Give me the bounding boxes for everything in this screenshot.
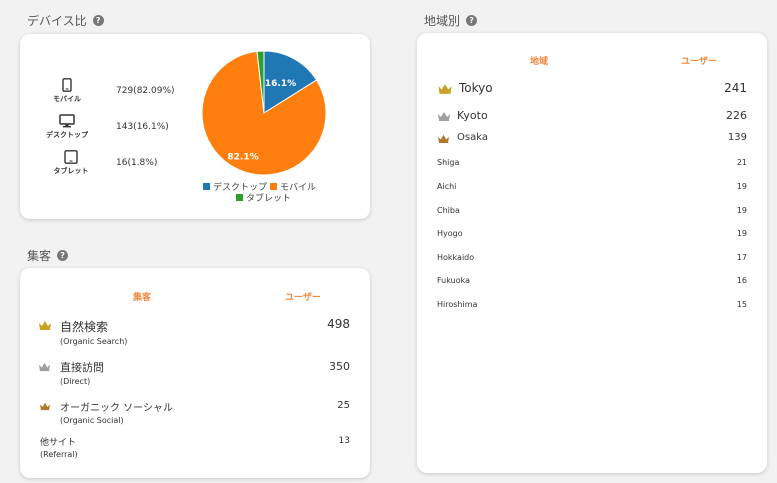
gold-crown-icon xyxy=(39,321,51,330)
region-name: Aichi xyxy=(437,182,457,191)
silver-crown-icon xyxy=(438,112,450,121)
device-row-tablet: タブレット xyxy=(20,150,122,176)
channel-name: 他サイト xyxy=(40,438,77,448)
table-row: 自然検索 (Organic Search) xyxy=(60,318,127,346)
pie-slice-desktop xyxy=(263,50,318,114)
device-label: デスクトップ xyxy=(46,131,88,139)
channel-users: 350 xyxy=(329,360,350,373)
device-pie-chart: 16.1% 82.1% xyxy=(201,50,327,176)
channel-name: 直接訪問 xyxy=(60,361,104,374)
column-header-users: ユーザー xyxy=(681,57,717,67)
bronze-crown-icon xyxy=(438,134,449,143)
legend-item-desktop: デスクトップ xyxy=(203,180,267,193)
device-label: モバイル xyxy=(53,95,81,103)
legend-swatch xyxy=(236,194,243,201)
device-value-mobile: 729(82.09%) xyxy=(116,86,175,96)
device-row-mobile: モバイル xyxy=(37,78,97,104)
pie-label-mobile: 82.1% xyxy=(227,153,258,163)
column-header-users: ユーザー xyxy=(285,293,321,303)
table-row: オーガニック ソーシャル (Organic Social) xyxy=(60,399,173,425)
region-users: 241 xyxy=(724,81,747,95)
legend-swatch xyxy=(270,183,277,190)
help-icon[interactable]: ? xyxy=(92,15,104,26)
channel-subname: (Organic Social) xyxy=(60,416,124,425)
region-users: 15 xyxy=(736,300,747,309)
mobile-icon xyxy=(62,78,72,92)
table-row: 直接訪問 (Direct) xyxy=(60,359,104,386)
region-users: 19 xyxy=(736,229,747,238)
channel-users: 13 xyxy=(338,436,350,446)
region-users: 226 xyxy=(726,109,747,122)
pie-slice-mobile xyxy=(201,50,327,176)
legend-item-mobile: モバイル xyxy=(270,180,316,193)
device-title: デバイス比 xyxy=(27,14,87,28)
region-name: Tokyo xyxy=(459,81,493,95)
legend-item-tablet: タブレット xyxy=(236,191,291,204)
device-value-desktop: 143(16.1%) xyxy=(116,122,169,132)
region-name: Hiroshima xyxy=(437,300,478,309)
legend-label: タブレット xyxy=(246,194,292,204)
device-section-title: デバイス比 ? xyxy=(27,12,104,29)
acquisition-card: 集客 ユーザー 自然検索 (Organic Search) 498 直接訪問 (… xyxy=(20,268,370,478)
region-section-title: 地域別 ? xyxy=(424,12,478,29)
device-card: モバイル 729(82.09%) デスクトップ 143(16.1%) タブレット… xyxy=(20,34,370,219)
region-users: 19 xyxy=(736,206,747,215)
bronze-crown-icon xyxy=(40,402,50,411)
pie-label-desktop: 16.1% xyxy=(265,79,296,89)
device-label: タブレット xyxy=(53,167,89,175)
silver-crown-icon xyxy=(39,362,50,372)
acquisition-section-title: 集客 ? xyxy=(27,247,69,264)
region-users: 16 xyxy=(736,276,747,285)
region-name: Hyogo xyxy=(437,229,463,238)
legend-label: モバイル xyxy=(280,183,317,193)
region-users: 17 xyxy=(736,253,747,262)
pie-slice-tablet xyxy=(256,50,265,114)
channel-name: 自然検索 xyxy=(60,320,109,334)
region-users: 21 xyxy=(736,158,747,167)
legend-label: デスクトップ xyxy=(213,183,268,193)
channel-name: オーガニック ソーシャル xyxy=(60,403,173,414)
channel-subname: (Referral) xyxy=(40,450,78,459)
channel-users: 498 xyxy=(327,317,350,331)
region-users: 139 xyxy=(727,132,747,143)
column-header-region: 地域 xyxy=(530,57,549,67)
acquisition-title: 集客 xyxy=(27,249,52,263)
column-header-channel: 集客 xyxy=(133,293,152,303)
region-name: Chiba xyxy=(437,206,460,215)
help-icon[interactable]: ? xyxy=(466,15,478,26)
help-icon[interactable]: ? xyxy=(57,250,69,261)
region-name: Shiga xyxy=(437,158,460,167)
region-name: Hokkaido xyxy=(437,253,475,262)
device-row-desktop: デスクトップ xyxy=(20,114,114,140)
device-value-tablet: 16(1.8%) xyxy=(116,158,158,168)
region-card: 地域 ユーザー Tokyo 241 Kyoto 226 Osaka 139 Sh… xyxy=(417,33,767,473)
channel-users: 25 xyxy=(337,400,350,411)
channel-subname: (Organic Search) xyxy=(60,337,128,346)
desktop-icon xyxy=(59,114,75,128)
gold-crown-icon xyxy=(438,84,452,94)
legend-swatch xyxy=(203,183,210,190)
region-name: Fukuoka xyxy=(437,276,470,285)
channel-subname: (Direct) xyxy=(60,377,91,386)
region-name: Osaka xyxy=(457,132,488,143)
table-row: Osaka 139 xyxy=(417,129,767,143)
region-title: 地域別 xyxy=(424,14,461,28)
table-row: 他サイト (Referral) xyxy=(40,435,78,459)
tablet-icon xyxy=(64,150,78,164)
region-users: 19 xyxy=(736,182,747,191)
region-name: Kyoto xyxy=(457,109,488,122)
